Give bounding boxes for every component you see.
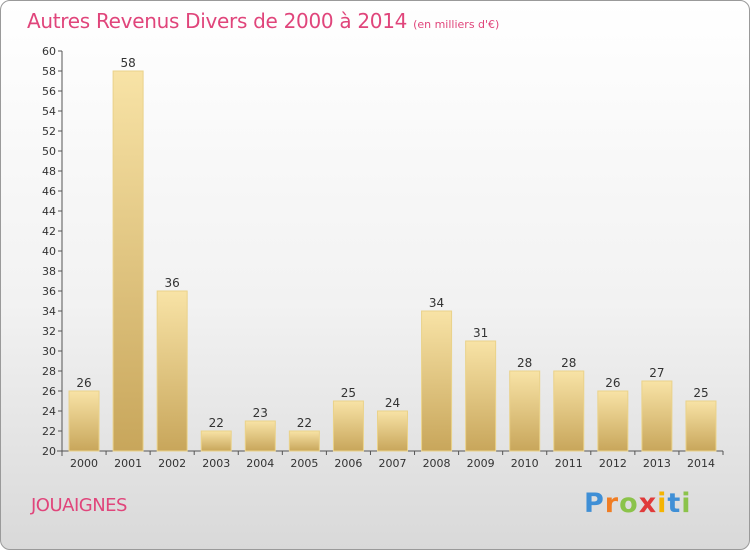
bar-2000 [68, 390, 100, 452]
x-tick-label-2001: 2001 [114, 457, 142, 470]
value-label-2008: 34 [429, 296, 444, 310]
chart-labels: 26 2000 58 2001 36 2002 22 2003 23 2004 22 2005 25 20… [70, 56, 715, 470]
bar-2005 [288, 430, 320, 452]
x-tick-label-2009: 2009 [467, 457, 495, 470]
y-tick-label: 40 [42, 245, 56, 258]
bar-2012 [597, 390, 629, 452]
value-label-2007: 24 [385, 396, 400, 410]
bar-2007 [377, 410, 408, 452]
value-label-2010: 28 [517, 356, 532, 370]
x-tick-label-2005: 2005 [290, 457, 318, 470]
x-tick-label-2004: 2004 [246, 457, 274, 470]
logo-letter: t [667, 488, 682, 519]
bar-2001 [112, 70, 144, 452]
chart-title-unit: (en milliers d'€) [413, 18, 500, 31]
y-tick-label: 38 [42, 265, 56, 278]
bar-2006 [332, 400, 364, 452]
bar-2009 [465, 340, 497, 452]
value-label-2002: 36 [165, 276, 180, 290]
bar-2004 [244, 420, 276, 452]
bar-2014 [685, 400, 717, 452]
x-tick-label-2011: 2011 [555, 457, 583, 470]
value-label-2003: 22 [209, 416, 224, 430]
y-tick-label: 44 [42, 205, 56, 218]
y-tick-label: 42 [42, 225, 56, 238]
x-tick-label-2013: 2013 [643, 457, 671, 470]
y-tick-label: 48 [42, 165, 56, 178]
bar-2011 [553, 370, 585, 452]
x-tick-label-2008: 2008 [423, 457, 451, 470]
logo-letter: i [657, 488, 668, 519]
y-tick-label: 28 [42, 365, 56, 378]
x-tick-label-2003: 2003 [202, 457, 230, 470]
bar-2003 [200, 430, 232, 452]
proxiti-logo: Proxiti [584, 488, 692, 519]
logo-letter: i [681, 488, 692, 519]
value-label-2006: 25 [341, 386, 356, 400]
logo-letter: r [604, 488, 620, 519]
chart-title: Autres Revenus Divers de 2000 à 2014 (en … [27, 9, 499, 33]
x-tick-label-2010: 2010 [511, 457, 539, 470]
y-tick-label: 30 [42, 345, 56, 358]
y-tick-label: 58 [42, 65, 56, 78]
y-tick-label: 20 [42, 445, 56, 458]
value-label-2000: 26 [76, 376, 91, 390]
y-tick-label: 36 [42, 285, 56, 298]
chart-title-main: Autres Revenus Divers de 2000 à 2014 [27, 9, 408, 33]
y-tick-label: 26 [42, 385, 56, 398]
y-tick-label: 34 [42, 305, 56, 318]
y-tick-label: 56 [42, 85, 56, 98]
value-label-2013: 27 [649, 366, 664, 380]
x-tick-label-2002: 2002 [158, 457, 186, 470]
commune-name: JOUAIGNES [31, 495, 128, 516]
value-label-2012: 26 [605, 376, 620, 390]
x-tick-label-2014: 2014 [687, 457, 715, 470]
value-label-2001: 58 [120, 56, 135, 70]
value-label-2009: 31 [473, 326, 488, 340]
y-tick-label: 54 [42, 105, 56, 118]
y-tick-label: 60 [42, 45, 56, 58]
value-label-2011: 28 [561, 356, 576, 370]
x-tick-label-2006: 2006 [334, 457, 362, 470]
y-tick-label: 24 [42, 405, 56, 418]
bar-2002 [156, 290, 188, 452]
value-label-2014: 25 [693, 386, 708, 400]
y-tick-label: 32 [42, 325, 56, 338]
value-label-2005: 22 [297, 416, 312, 430]
y-tick-label: 52 [42, 125, 56, 138]
logo-letter: o [619, 488, 639, 519]
logo-letter: x [638, 488, 658, 519]
y-tick-label: 50 [42, 145, 56, 158]
y-tick-label: 46 [42, 185, 56, 198]
bar-2010 [509, 370, 541, 452]
chart-axes: 20 22 24 26 28 30 32 34 36 38 40 42 44 46 48 50 52 54 56 58… [42, 45, 724, 458]
logo-letter: P [584, 488, 605, 519]
x-tick-label-2000: 2000 [70, 457, 98, 470]
bar-2013 [641, 380, 673, 452]
y-tick-label: 22 [42, 425, 56, 438]
x-tick-label-2012: 2012 [599, 457, 627, 470]
x-tick-label-2007: 2007 [379, 457, 407, 470]
chart-bars [68, 70, 717, 452]
value-label-2004: 23 [253, 406, 268, 420]
bar-2008 [421, 310, 453, 452]
